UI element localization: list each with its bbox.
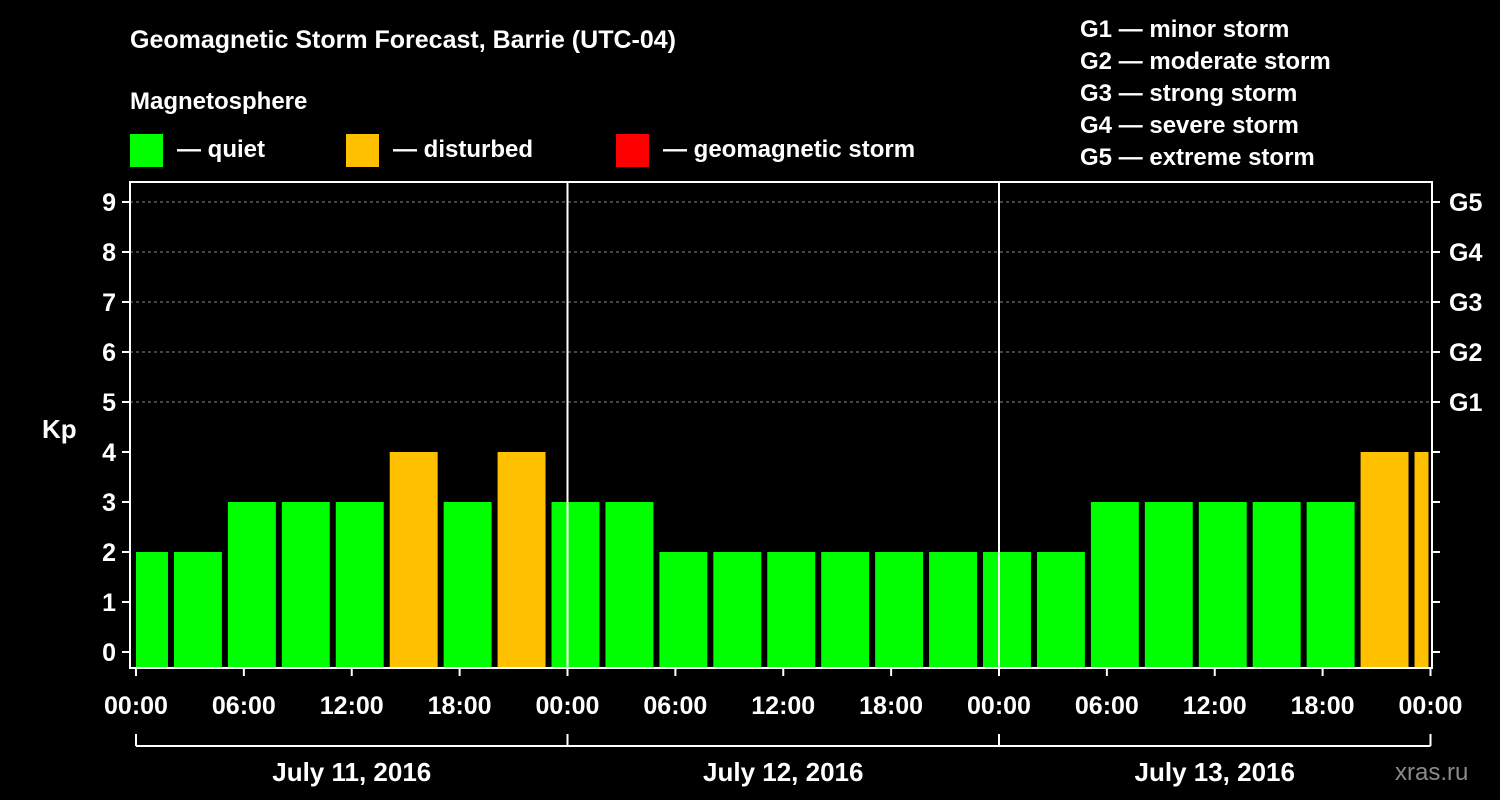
right-tick-label: G1 — [1449, 389, 1482, 417]
x-tick-label: 00:00 — [104, 692, 168, 720]
bar — [605, 502, 654, 668]
storm-scale-item: G4 — severe storm — [1080, 112, 1299, 139]
right-tick-label: G3 — [1449, 289, 1482, 317]
right-tick-label: G5 — [1449, 189, 1482, 217]
bar — [875, 552, 924, 668]
bar — [1198, 502, 1247, 668]
bar — [929, 552, 978, 668]
legend-swatch — [616, 134, 649, 167]
bar — [389, 452, 438, 668]
bar — [136, 552, 168, 668]
y-tick-label: 7 — [102, 289, 116, 317]
storm-scale-item: G5 — extreme storm — [1080, 144, 1315, 171]
x-tick-label: 06:00 — [212, 692, 276, 720]
bar — [1360, 452, 1409, 668]
bar — [659, 552, 708, 668]
x-tick-label: 12:00 — [320, 692, 384, 720]
bar — [335, 502, 384, 668]
y-tick-label: 4 — [102, 439, 116, 467]
watermark: xras.ru — [1395, 759, 1468, 786]
x-tick-label: 12:00 — [751, 692, 815, 720]
storm-scale-item: G1 — minor storm — [1080, 16, 1289, 43]
y-axis-label: Kp — [42, 414, 77, 444]
bar — [821, 552, 870, 668]
legend-label: — quiet — [177, 136, 265, 163]
bar — [1144, 502, 1193, 668]
y-tick-label: 1 — [102, 589, 116, 617]
storm-scale-item: G2 — moderate storm — [1080, 48, 1331, 75]
x-tick-label: 00:00 — [536, 692, 600, 720]
legend-swatch — [346, 134, 379, 167]
x-tick-label: 06:00 — [643, 692, 707, 720]
x-tick-label: 18:00 — [1291, 692, 1355, 720]
x-tick-label: 06:00 — [1075, 692, 1139, 720]
bar — [1306, 502, 1355, 668]
legend-label: — disturbed — [393, 136, 533, 163]
bar — [227, 502, 276, 668]
bar — [497, 452, 546, 668]
y-tick-label: 3 — [102, 489, 116, 517]
legend-title: Magnetosphere — [130, 88, 307, 115]
plot-frame — [129, 181, 1433, 669]
storm-scale-legend: G1 — minor storm G2 — moderate storm G3 — … — [1080, 16, 1331, 171]
storm-scale-item: G3 — strong storm — [1080, 80, 1297, 107]
x-tick-label: 00:00 — [1399, 692, 1463, 720]
date-label: July 13, 2016 — [1135, 757, 1295, 787]
x-tick-label: 18:00 — [859, 692, 923, 720]
legend-swatch — [130, 134, 163, 167]
bar — [1414, 452, 1429, 668]
y-tick-label: 6 — [102, 339, 116, 367]
chart-title: Geomagnetic Storm Forecast, Barrie (UTC-… — [130, 26, 676, 54]
date-label: July 11, 2016 — [272, 757, 431, 787]
bar — [1090, 502, 1139, 668]
x-tick-label: 00:00 — [967, 692, 1031, 720]
bar — [1252, 502, 1301, 668]
bar — [551, 502, 600, 668]
bar — [713, 552, 762, 668]
date-label: July 12, 2016 — [703, 757, 863, 787]
bar — [443, 502, 492, 668]
right-tick-label: G4 — [1449, 239, 1482, 267]
x-tick-label: 18:00 — [428, 692, 492, 720]
y-tick-label: 0 — [102, 639, 116, 667]
x-tick-label: 12:00 — [1183, 692, 1247, 720]
y-tick-label: 5 — [102, 389, 116, 417]
plot-area: 0 1 2 3 4 5 6 7 8 9 G1 G2 G3 G4 G5 00:00 06:00 12:00 18:00… — [102, 181, 1482, 787]
bar — [281, 502, 330, 668]
y-tick-label: 2 — [102, 539, 116, 567]
bar — [767, 552, 816, 668]
y-tick-label: 8 — [102, 239, 116, 267]
bar — [173, 552, 222, 668]
legend-label: — geomagnetic storm — [663, 136, 915, 163]
legend: — quiet — disturbed — geomagnetic storm — [130, 134, 915, 167]
bar — [1036, 552, 1085, 668]
bar — [983, 552, 1031, 668]
y-tick-label: 9 — [102, 189, 116, 217]
right-tick-label: G2 — [1449, 339, 1482, 367]
